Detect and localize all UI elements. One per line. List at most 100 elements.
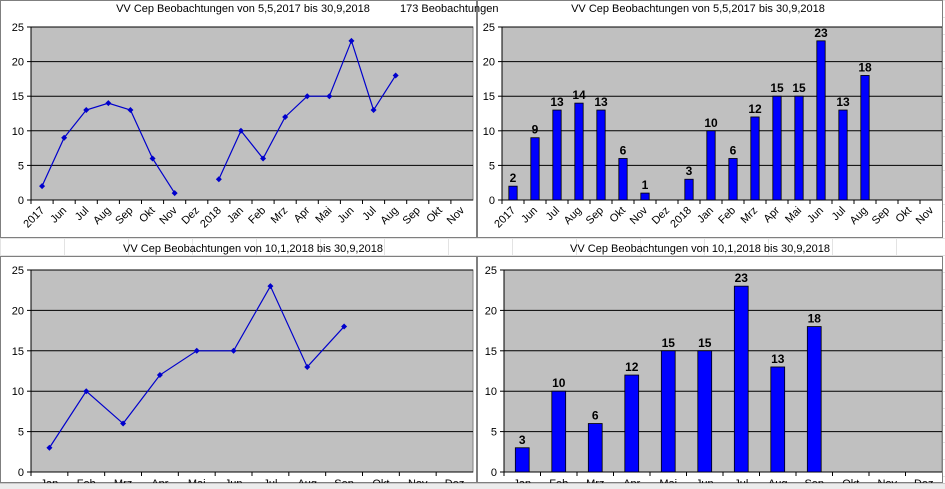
c1-xtick-label: Mai xyxy=(313,205,334,226)
c2-bar xyxy=(530,137,540,201)
chart-line-2018-title: VV Cep Beobachtungen von 10,1,2018 bis 3… xyxy=(123,243,383,255)
c1-xtick-label: Aug xyxy=(378,205,400,227)
c2-bar xyxy=(618,158,628,201)
c2-xtick-label: Jun xyxy=(805,205,826,226)
c1-ytick-label: 0 xyxy=(18,195,24,207)
c2-bar xyxy=(750,116,760,201)
c2-xtick-label: Apr xyxy=(762,204,783,225)
c1-xtick-label: Okt xyxy=(424,205,445,226)
c1-data-point xyxy=(326,93,333,100)
c2-ytick-label: 10 xyxy=(483,126,495,138)
c2-xtick-label: Feb xyxy=(716,205,738,227)
c2-xtick-label: Jan xyxy=(695,205,716,226)
c2-ytick-label: 15 xyxy=(483,91,495,103)
c2-data-label: 6 xyxy=(730,143,737,157)
c3-ytick-label: 15 xyxy=(12,346,24,358)
c2-bar xyxy=(794,95,804,201)
c1-xtick-label: 2017 xyxy=(21,205,47,231)
c1-xtick-label: Nov xyxy=(445,204,468,227)
chart-bar-2018-svg: 0510152025JanFebMrzAprMaiJunJulAugSepOkt… xyxy=(485,265,943,489)
c4-ytick-label: 0 xyxy=(491,467,497,479)
c4-bar xyxy=(770,366,786,473)
c3-data-point xyxy=(304,363,311,370)
c2-data-label: 15 xyxy=(792,81,806,95)
c4-bar xyxy=(697,350,713,473)
c2-bar xyxy=(860,75,870,201)
c2-ytick-label: 5 xyxy=(489,160,495,172)
c2-bar xyxy=(508,185,518,201)
c2-plot-area xyxy=(501,26,943,201)
c4-bar xyxy=(624,374,640,473)
c2-bar xyxy=(816,40,826,201)
c3-data-point xyxy=(120,420,127,427)
c1-xtick-label: Mrz xyxy=(269,205,290,226)
c3-ytick-label: 0 xyxy=(18,467,24,479)
c3-data-point xyxy=(156,372,163,379)
c2-xtick-label: 2017 xyxy=(492,205,518,231)
c2-bar xyxy=(552,109,562,201)
c2-xtick-label: Okt xyxy=(894,205,915,226)
c1-ytick-label: 20 xyxy=(12,57,24,69)
chart-bar-2018-title: VV Cep Beobachtungen von 10,1,2018 bis 3… xyxy=(570,243,830,255)
c2-data-label: 13 xyxy=(550,95,564,109)
c1-data-point xyxy=(370,107,377,114)
c3-ytick-label: 25 xyxy=(12,265,24,277)
c4-data-label: 18 xyxy=(808,312,822,326)
c2-bar xyxy=(838,109,848,201)
c1-ytick-label: 10 xyxy=(12,126,24,138)
c4-plot-area xyxy=(503,269,943,473)
c4-bar xyxy=(806,326,822,473)
c1-ytick-label: 15 xyxy=(12,91,24,103)
c2-ytick-label: 20 xyxy=(483,57,495,69)
c3-ytick-label: 10 xyxy=(12,386,24,398)
c2-xtick-label: Jul xyxy=(830,205,848,223)
c4-data-label: 13 xyxy=(771,352,785,366)
c4-data-label: 3 xyxy=(519,433,526,447)
c2-bar xyxy=(706,130,716,201)
c4-data-label: 6 xyxy=(592,409,599,423)
c3-ytick-label: 5 xyxy=(18,427,24,439)
chart-line-2017-2018-title: VV Cep Beobachtungen von 5,5,2017 bis 30… xyxy=(116,3,370,15)
c2-data-label: 13 xyxy=(594,95,608,109)
c2-data-label: 14 xyxy=(572,88,586,102)
c1-xtick-label: 2018 xyxy=(198,205,224,231)
c2-bar xyxy=(772,95,782,201)
c2-xtick-label: Jun xyxy=(519,205,540,226)
c3-plot-area xyxy=(30,269,474,473)
chart-line-2018[interactable]: 0510152025JanFebMrzAprMaiJunJulAugSepOkt… xyxy=(0,256,477,489)
c4-data-label: 10 xyxy=(552,376,566,390)
c1-ytick-label: 25 xyxy=(12,22,24,34)
c1-data-point xyxy=(348,37,355,44)
c1-data-point xyxy=(260,155,267,162)
c2-data-label: 9 xyxy=(532,123,539,137)
c2-data-label: 10 xyxy=(704,116,718,130)
c1-data-point xyxy=(105,100,112,107)
c1-xtick-label: Jul xyxy=(73,205,91,223)
chart-bar-2017-2018-title: VV Cep Beobachtungen von 5,5,2017 bis 30… xyxy=(571,3,825,15)
chart-line-2017-2018[interactable]: 0 5 10 15 20 25 2017 Jun Jul Aug Sep Okt Nov Dez 2018 J… xyxy=(0,0,477,238)
c2-bar xyxy=(728,158,738,201)
c4-ytick-label: 25 xyxy=(485,265,497,277)
chart-line-2018-svg: 0510152025JanFebMrzAprMaiJunJulAugSepOkt… xyxy=(12,265,474,489)
c3-data-point xyxy=(193,347,200,354)
c3-data-point xyxy=(230,347,237,354)
c2-ytick-label: 0 xyxy=(489,195,495,207)
c2-data-label: 18 xyxy=(858,60,872,74)
c2-data-label: 13 xyxy=(836,95,850,109)
chart-bar-2017-2018[interactable]: 0 5 10 15 20 25 2017 Jun Jul Aug Sep Okt Nov Dez 2018 J… xyxy=(477,0,943,238)
c2-xtick-label: Nov xyxy=(628,204,651,227)
c2-data-label: 3 xyxy=(686,164,693,178)
c2-xtick-label: Aug xyxy=(848,205,870,227)
c1-xtick-label: Jun xyxy=(336,205,357,226)
c4-data-label: 23 xyxy=(735,271,749,285)
c2-data-label: 12 xyxy=(748,102,762,116)
c1-xtick-label: Feb xyxy=(246,205,268,227)
chart-bar-2018[interactable]: 0510152025JanFebMrzAprMaiJunJulAugSepOkt… xyxy=(477,256,943,489)
c2-data-label: 6 xyxy=(620,143,627,157)
c2-xtick-label: Nov xyxy=(914,204,937,227)
c1-xtick-label: Aug xyxy=(91,205,113,227)
c2-xtick-label: Sep xyxy=(870,205,892,227)
c1-data-point xyxy=(237,127,244,134)
